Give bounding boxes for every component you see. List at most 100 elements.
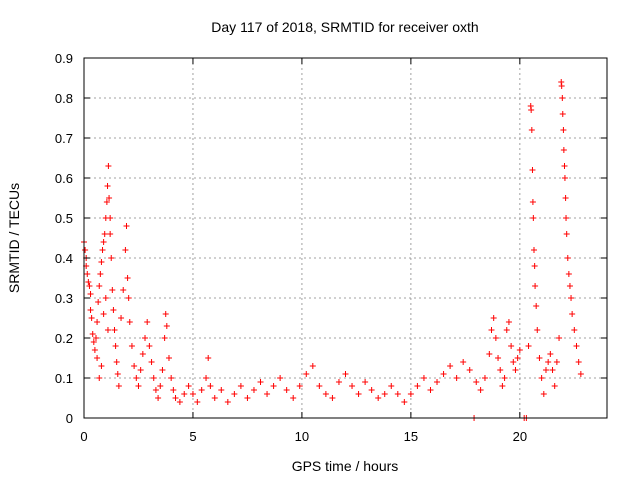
data-point: [538, 375, 545, 381]
y-tick-label: 0.1: [55, 371, 73, 386]
data-point: [553, 359, 560, 365]
data-point: [569, 311, 576, 317]
data-point: [203, 375, 210, 381]
data-point: [257, 379, 264, 385]
data-point: [224, 399, 231, 405]
data-point: [100, 239, 107, 245]
data-point: [170, 387, 177, 393]
data-point: [561, 163, 568, 169]
data-point: [123, 223, 130, 229]
data-point: [460, 359, 467, 365]
data-point: [303, 371, 310, 377]
data-point: [92, 335, 99, 341]
data-point: [85, 279, 92, 285]
data-point: [194, 399, 201, 405]
data-point: [152, 387, 159, 393]
data-point: [549, 367, 556, 373]
data-point: [577, 371, 584, 377]
data-point: [189, 391, 196, 397]
data-point: [128, 343, 135, 349]
data-point: [568, 295, 575, 301]
data-point: [84, 271, 91, 277]
x-tick-label: 5: [189, 429, 196, 444]
x-tick-label: 10: [295, 429, 309, 444]
y-tick-label: 0.6: [55, 171, 73, 186]
data-point: [545, 359, 552, 365]
x-tick-label: 15: [404, 429, 418, 444]
data-point: [473, 379, 480, 385]
data-point: [270, 383, 277, 389]
data-point: [231, 391, 238, 397]
y-tick-label: 0.4: [55, 251, 73, 266]
data-point: [533, 303, 540, 309]
data-point: [563, 215, 570, 221]
data-point: [144, 319, 151, 325]
data-point: [98, 259, 105, 265]
data-point: [100, 311, 107, 317]
data-point: [525, 343, 532, 349]
y-tick-label: 0: [66, 411, 73, 426]
data-point: [101, 231, 108, 237]
data-point: [126, 319, 133, 325]
data-point: [109, 287, 116, 293]
data-point: [87, 291, 94, 297]
data-point: [407, 391, 414, 397]
data-point: [131, 363, 138, 369]
data-point: [185, 383, 192, 389]
data-point: [165, 355, 172, 361]
data-point: [440, 371, 447, 377]
data-point: [501, 375, 508, 381]
data-point: [110, 307, 117, 313]
data-point: [137, 367, 144, 373]
x-axis: 0 5 10 15 20: [80, 58, 527, 444]
data-point: [530, 215, 537, 221]
data-point: [124, 275, 131, 281]
data-point: [575, 359, 582, 365]
data-point: [118, 315, 125, 321]
y-tick-label: 0.5: [55, 211, 73, 226]
data-point: [296, 383, 303, 389]
data-point: [529, 167, 536, 173]
y-tick-label: 0.9: [55, 51, 73, 66]
data-point: [142, 335, 149, 341]
y-tick-label: 0.7: [55, 131, 73, 146]
data-point: [558, 83, 565, 89]
data-point: [87, 307, 94, 313]
data-point: [277, 375, 284, 381]
data-point: [401, 399, 408, 405]
y-axis: 0 0.1 0.2 0.3 0.4 0.5 0.6 0.7 0.8 0.9: [55, 51, 607, 426]
data-point: [97, 271, 104, 277]
data-point: [122, 247, 129, 253]
data-points: [81, 79, 584, 421]
data-point: [88, 315, 95, 321]
data-point: [532, 283, 539, 289]
data-point: [82, 247, 89, 253]
data-point: [547, 351, 554, 357]
data-point: [466, 367, 473, 373]
data-point: [335, 379, 342, 385]
data-point: [91, 347, 98, 353]
data-point: [104, 183, 111, 189]
data-point: [453, 375, 460, 381]
data-point: [115, 383, 122, 389]
data-point: [89, 331, 96, 337]
data-point: [414, 383, 421, 389]
data-point: [94, 355, 101, 361]
data-point: [112, 343, 119, 349]
data-point: [150, 375, 157, 381]
data-point: [510, 359, 517, 365]
data-point: [322, 391, 329, 397]
data-point: [427, 387, 434, 393]
data-point: [309, 363, 316, 369]
data-point: [447, 363, 454, 369]
data-point: [139, 351, 146, 357]
data-point: [559, 111, 566, 117]
data-point: [148, 359, 155, 365]
data-point: [106, 195, 113, 201]
data-point: [114, 371, 121, 377]
data-point: [514, 355, 521, 361]
data-point: [508, 343, 515, 349]
data-point: [492, 335, 499, 341]
data-point: [120, 287, 127, 293]
data-point: [562, 195, 569, 201]
